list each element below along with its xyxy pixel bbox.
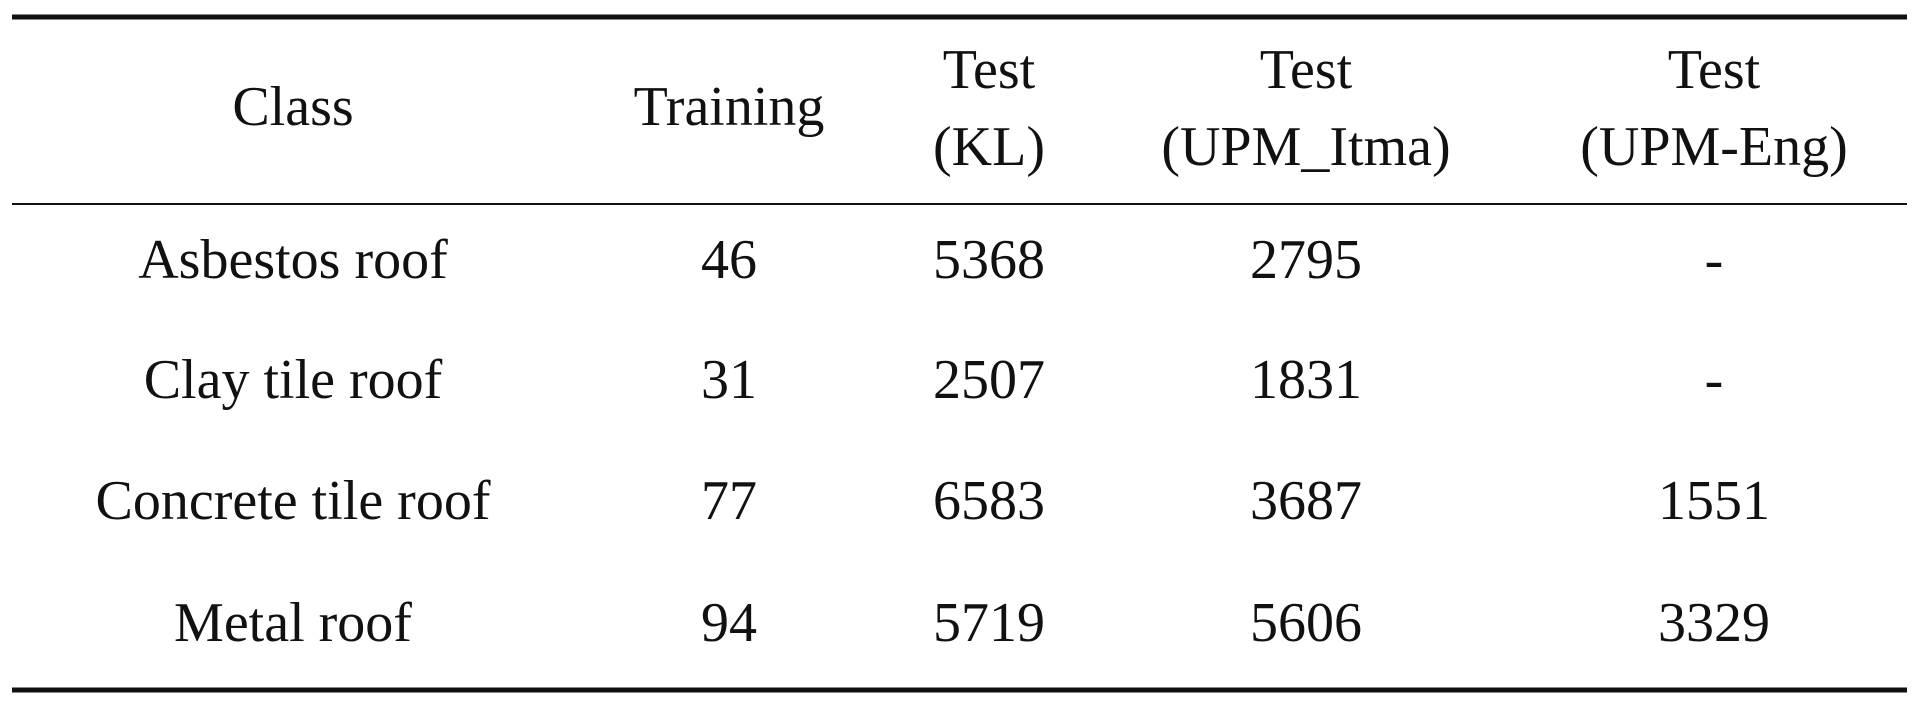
- header-cell: Test: [943, 39, 1036, 101]
- table-cell: 31: [701, 349, 757, 411]
- table-cell: 1831: [1250, 349, 1362, 411]
- table-cell: Clay tile roof: [144, 349, 443, 411]
- header-cell: (UPM_Itma): [1161, 116, 1450, 178]
- table-cell: 3687: [1250, 470, 1362, 532]
- table-cell: Metal roof: [174, 592, 412, 654]
- header-cell: Training: [634, 76, 825, 138]
- table-cell: 2507: [933, 349, 1045, 411]
- table-cell: 46: [701, 229, 757, 291]
- table-cell: -: [1705, 229, 1724, 291]
- table-cell: -: [1705, 349, 1724, 411]
- table-cell: 1551: [1658, 470, 1770, 532]
- table-cell: Asbestos roof: [138, 229, 448, 291]
- table-cell: 5606: [1250, 592, 1362, 654]
- table-cell: 77: [701, 470, 757, 532]
- table-cell: 2795: [1250, 229, 1362, 291]
- header-cell: Test: [1260, 39, 1353, 101]
- table-cell: 5719: [933, 592, 1045, 654]
- table-cell: 5368: [933, 229, 1045, 291]
- table-cell: Concrete tile roof: [96, 470, 491, 532]
- table-cell: 6583: [933, 470, 1045, 532]
- table-cell: 3329: [1658, 592, 1770, 654]
- header-cell: (UPM-Eng): [1580, 116, 1848, 178]
- header-cell: Class: [232, 76, 353, 138]
- header-cell: Test: [1668, 39, 1761, 101]
- table-cell: 94: [701, 592, 757, 654]
- header-cell: (KL): [933, 116, 1045, 178]
